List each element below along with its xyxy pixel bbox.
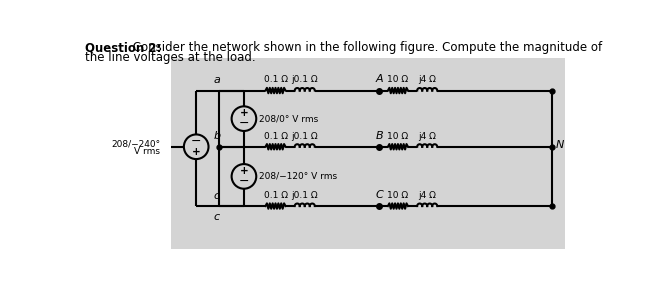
Text: 0.1 Ω: 0.1 Ω bbox=[264, 132, 288, 141]
Text: j0.1 Ω: j0.1 Ω bbox=[292, 132, 318, 141]
Text: +: + bbox=[192, 147, 201, 157]
Text: c: c bbox=[214, 191, 220, 201]
Text: A: A bbox=[375, 74, 383, 84]
Text: N: N bbox=[556, 140, 564, 150]
Text: 0.1 Ω: 0.1 Ω bbox=[264, 75, 288, 84]
Text: 208/0° V rms: 208/0° V rms bbox=[259, 114, 319, 123]
Text: 0.1 Ω: 0.1 Ω bbox=[264, 191, 288, 200]
Text: 10 Ω: 10 Ω bbox=[388, 191, 408, 200]
Text: j4 Ω: j4 Ω bbox=[418, 132, 436, 141]
Text: −: − bbox=[191, 135, 201, 148]
Text: the line voltages at the load.: the line voltages at the load. bbox=[84, 51, 255, 63]
Text: V rms: V rms bbox=[134, 147, 160, 156]
Text: j0.1 Ω: j0.1 Ω bbox=[292, 75, 318, 84]
Text: 208/−120° V rms: 208/−120° V rms bbox=[259, 172, 337, 181]
Text: 10 Ω: 10 Ω bbox=[388, 132, 408, 141]
Text: b: b bbox=[213, 131, 221, 141]
Text: a: a bbox=[213, 75, 221, 85]
Text: j4 Ω: j4 Ω bbox=[418, 75, 436, 84]
Text: c: c bbox=[214, 212, 220, 222]
Text: C: C bbox=[375, 190, 383, 200]
Text: −: − bbox=[239, 117, 249, 130]
Text: j4 Ω: j4 Ω bbox=[418, 191, 436, 200]
Text: +: + bbox=[239, 166, 248, 176]
Text: B: B bbox=[375, 131, 383, 141]
Text: +: + bbox=[239, 109, 248, 118]
Text: j0.1 Ω: j0.1 Ω bbox=[292, 191, 318, 200]
Text: 10 Ω: 10 Ω bbox=[388, 75, 408, 84]
Text: 208/−240°: 208/−240° bbox=[111, 139, 160, 148]
FancyBboxPatch shape bbox=[171, 58, 565, 249]
Text: −: − bbox=[239, 175, 249, 188]
Text: Question 2:: Question 2: bbox=[84, 41, 161, 54]
Text: Consider the network shown in the following figure. Compute the magnitude of: Consider the network shown in the follow… bbox=[129, 41, 602, 54]
